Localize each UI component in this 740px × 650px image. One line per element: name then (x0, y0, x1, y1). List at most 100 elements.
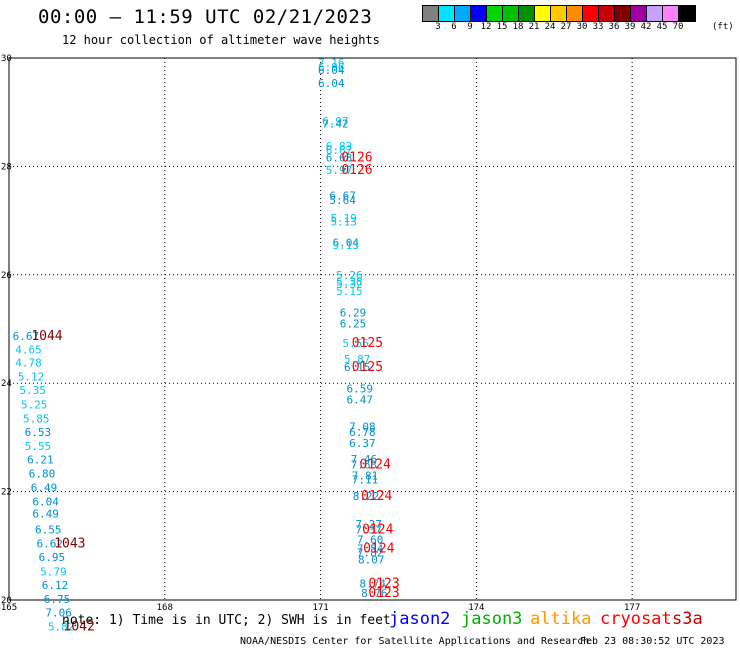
wave-height-value: 5.13 (333, 239, 360, 252)
x-tick-label: 171 (312, 603, 328, 613)
footer-credit: NOAA/NESDIS Center for Satellite Applica… (240, 636, 590, 647)
wave-height-value: 6.04 (318, 64, 345, 77)
legend-swatch (535, 6, 551, 21)
wave-height-value: 6.67 (326, 144, 353, 157)
legend-label: 21 (528, 22, 540, 32)
wave-height-value: 6.29 (340, 307, 367, 320)
legend-label: 30 (576, 22, 588, 32)
wave-height-value: 6.49 (32, 507, 59, 520)
plot-frame (8, 57, 737, 601)
wave-height-value: 7.27 (355, 518, 382, 531)
wave-height-value: 6.97 (322, 115, 349, 128)
wave-height-value: 6.75 (44, 593, 71, 606)
legend-swatch (503, 6, 519, 21)
x-tick-label: 165 (1, 603, 17, 613)
wave-height-value: 6.59 (347, 383, 374, 396)
wave-height-value: 6.95 (39, 551, 66, 564)
legend-label: 15 (496, 22, 508, 32)
wave-height-value: 5.87 (344, 353, 371, 366)
chart-subtitle: 12 hour collection of altimeter wave hei… (62, 33, 380, 47)
legend-swatch (471, 6, 487, 21)
wave-height-value: 7.42 (322, 118, 349, 131)
wave-height-value: 7.82 (357, 546, 384, 559)
pass-time-label: 0125 (352, 336, 383, 351)
pass-time-label: 1043 (54, 537, 85, 552)
legend-swatch (679, 6, 695, 21)
pass-time-label: 0124 (361, 489, 392, 504)
wave-height-value: 6.78 (349, 426, 376, 439)
satellite-jason2-label: jason2 (389, 609, 451, 629)
legend-label: 9 (467, 22, 473, 32)
wave-height-value: 5.32 (336, 278, 363, 291)
wave-height-value: 6.25 (340, 318, 367, 331)
wave-height-value: 5.19 (330, 212, 357, 225)
legend-swatch (647, 6, 663, 21)
wave-height-value: 6.04 (318, 77, 345, 90)
legend-label: 27 (560, 22, 572, 32)
wave-height-value: 5.26 (336, 269, 363, 282)
pass-time-label: 0124 (360, 458, 391, 473)
wave-height-value: 6.67 (329, 190, 356, 203)
y-tick-label: 22 (1, 488, 12, 498)
legend-label: 45 (656, 22, 668, 32)
wave-height-value: 5.13 (330, 216, 357, 229)
wave-height-value: 7.63 (351, 459, 378, 472)
wave-height-value: 6.37 (349, 437, 376, 450)
satellite-cryosat-label: cryosat (600, 609, 672, 629)
legend-label: 39 (624, 22, 636, 32)
pass-time-label: 0124 (363, 542, 394, 557)
wave-height-value: 7.46 (351, 453, 378, 466)
wave-height-value: 6.04 (32, 495, 59, 508)
y-tick-label: 20 (1, 596, 12, 606)
pass-time-label: 0125 (352, 360, 383, 375)
wave-height-value: 6.04 (333, 236, 360, 249)
legend-swatch (663, 6, 679, 21)
wave-height-value: 6.96 (318, 61, 345, 74)
wave-height-value: 5.79 (40, 565, 67, 578)
legend-label: 12 (480, 22, 492, 32)
legend-swatch (615, 6, 631, 21)
wave-height-value: 8.07 (358, 553, 385, 566)
legend-label: 24 (544, 22, 556, 32)
wave-height-value: 6.55 (35, 524, 62, 537)
wave-height-value: 6.15 (344, 361, 371, 374)
wave-height-value: 7.06 (45, 606, 72, 619)
wave-height-value: 6.12 (42, 579, 68, 592)
pass-time-label: 0124 (362, 523, 393, 538)
wave-height-value: 7.54 (357, 543, 384, 556)
wave-height-value: 7.11 (352, 474, 379, 487)
chart-title: 00:00 – 11:59 UTC 02/21/2023 (38, 6, 373, 28)
legend-label: 70 (672, 22, 684, 32)
wave-height-value: 5.56 (342, 337, 369, 350)
wave-height-value: 5.35 (19, 384, 45, 397)
legend-swatch (551, 6, 567, 21)
wave-height-value: 6.49 (31, 481, 57, 494)
color-scale-legend (422, 5, 696, 22)
legend-swatch (519, 6, 535, 21)
wave-height-value: 8.74 (360, 578, 387, 591)
wave-height-value: 6.83 (326, 140, 353, 153)
wave-height-value: 6.62 (37, 538, 64, 551)
legend-swatch (599, 6, 615, 21)
legend-label: 36 (608, 22, 620, 32)
wave-height-value: 4.65 (15, 344, 42, 357)
wave-height-value: 8.22 (353, 490, 380, 503)
wave-height-value: 5.12 (18, 371, 45, 384)
wave-height-value: 8.76 (361, 587, 388, 600)
legend-label: 6 (451, 22, 457, 32)
footer-timestamp: Feb 23 08:30:52 UTC 2023 (580, 636, 725, 647)
legend-swatch (455, 6, 471, 21)
legend-swatch (487, 6, 503, 21)
x-tick-label: 174 (468, 603, 484, 613)
y-tick-label: 24 (1, 379, 12, 389)
units-note: note: 1) Time is in UTC; 2) SWH is in fe… (62, 613, 391, 628)
legend-swatch (631, 6, 647, 21)
legend-swatch (583, 6, 599, 21)
wave-height-value: 6.80 (29, 468, 56, 481)
satellite-altika-label: altika (530, 609, 592, 629)
wave-height-value: 5.64 (329, 194, 356, 207)
legend-label: 3 (435, 22, 441, 32)
wave-height-value: 4.78 (15, 357, 42, 370)
wave-height-value: 5.15 (336, 285, 363, 298)
pass-time-label: 0126 (341, 151, 372, 166)
